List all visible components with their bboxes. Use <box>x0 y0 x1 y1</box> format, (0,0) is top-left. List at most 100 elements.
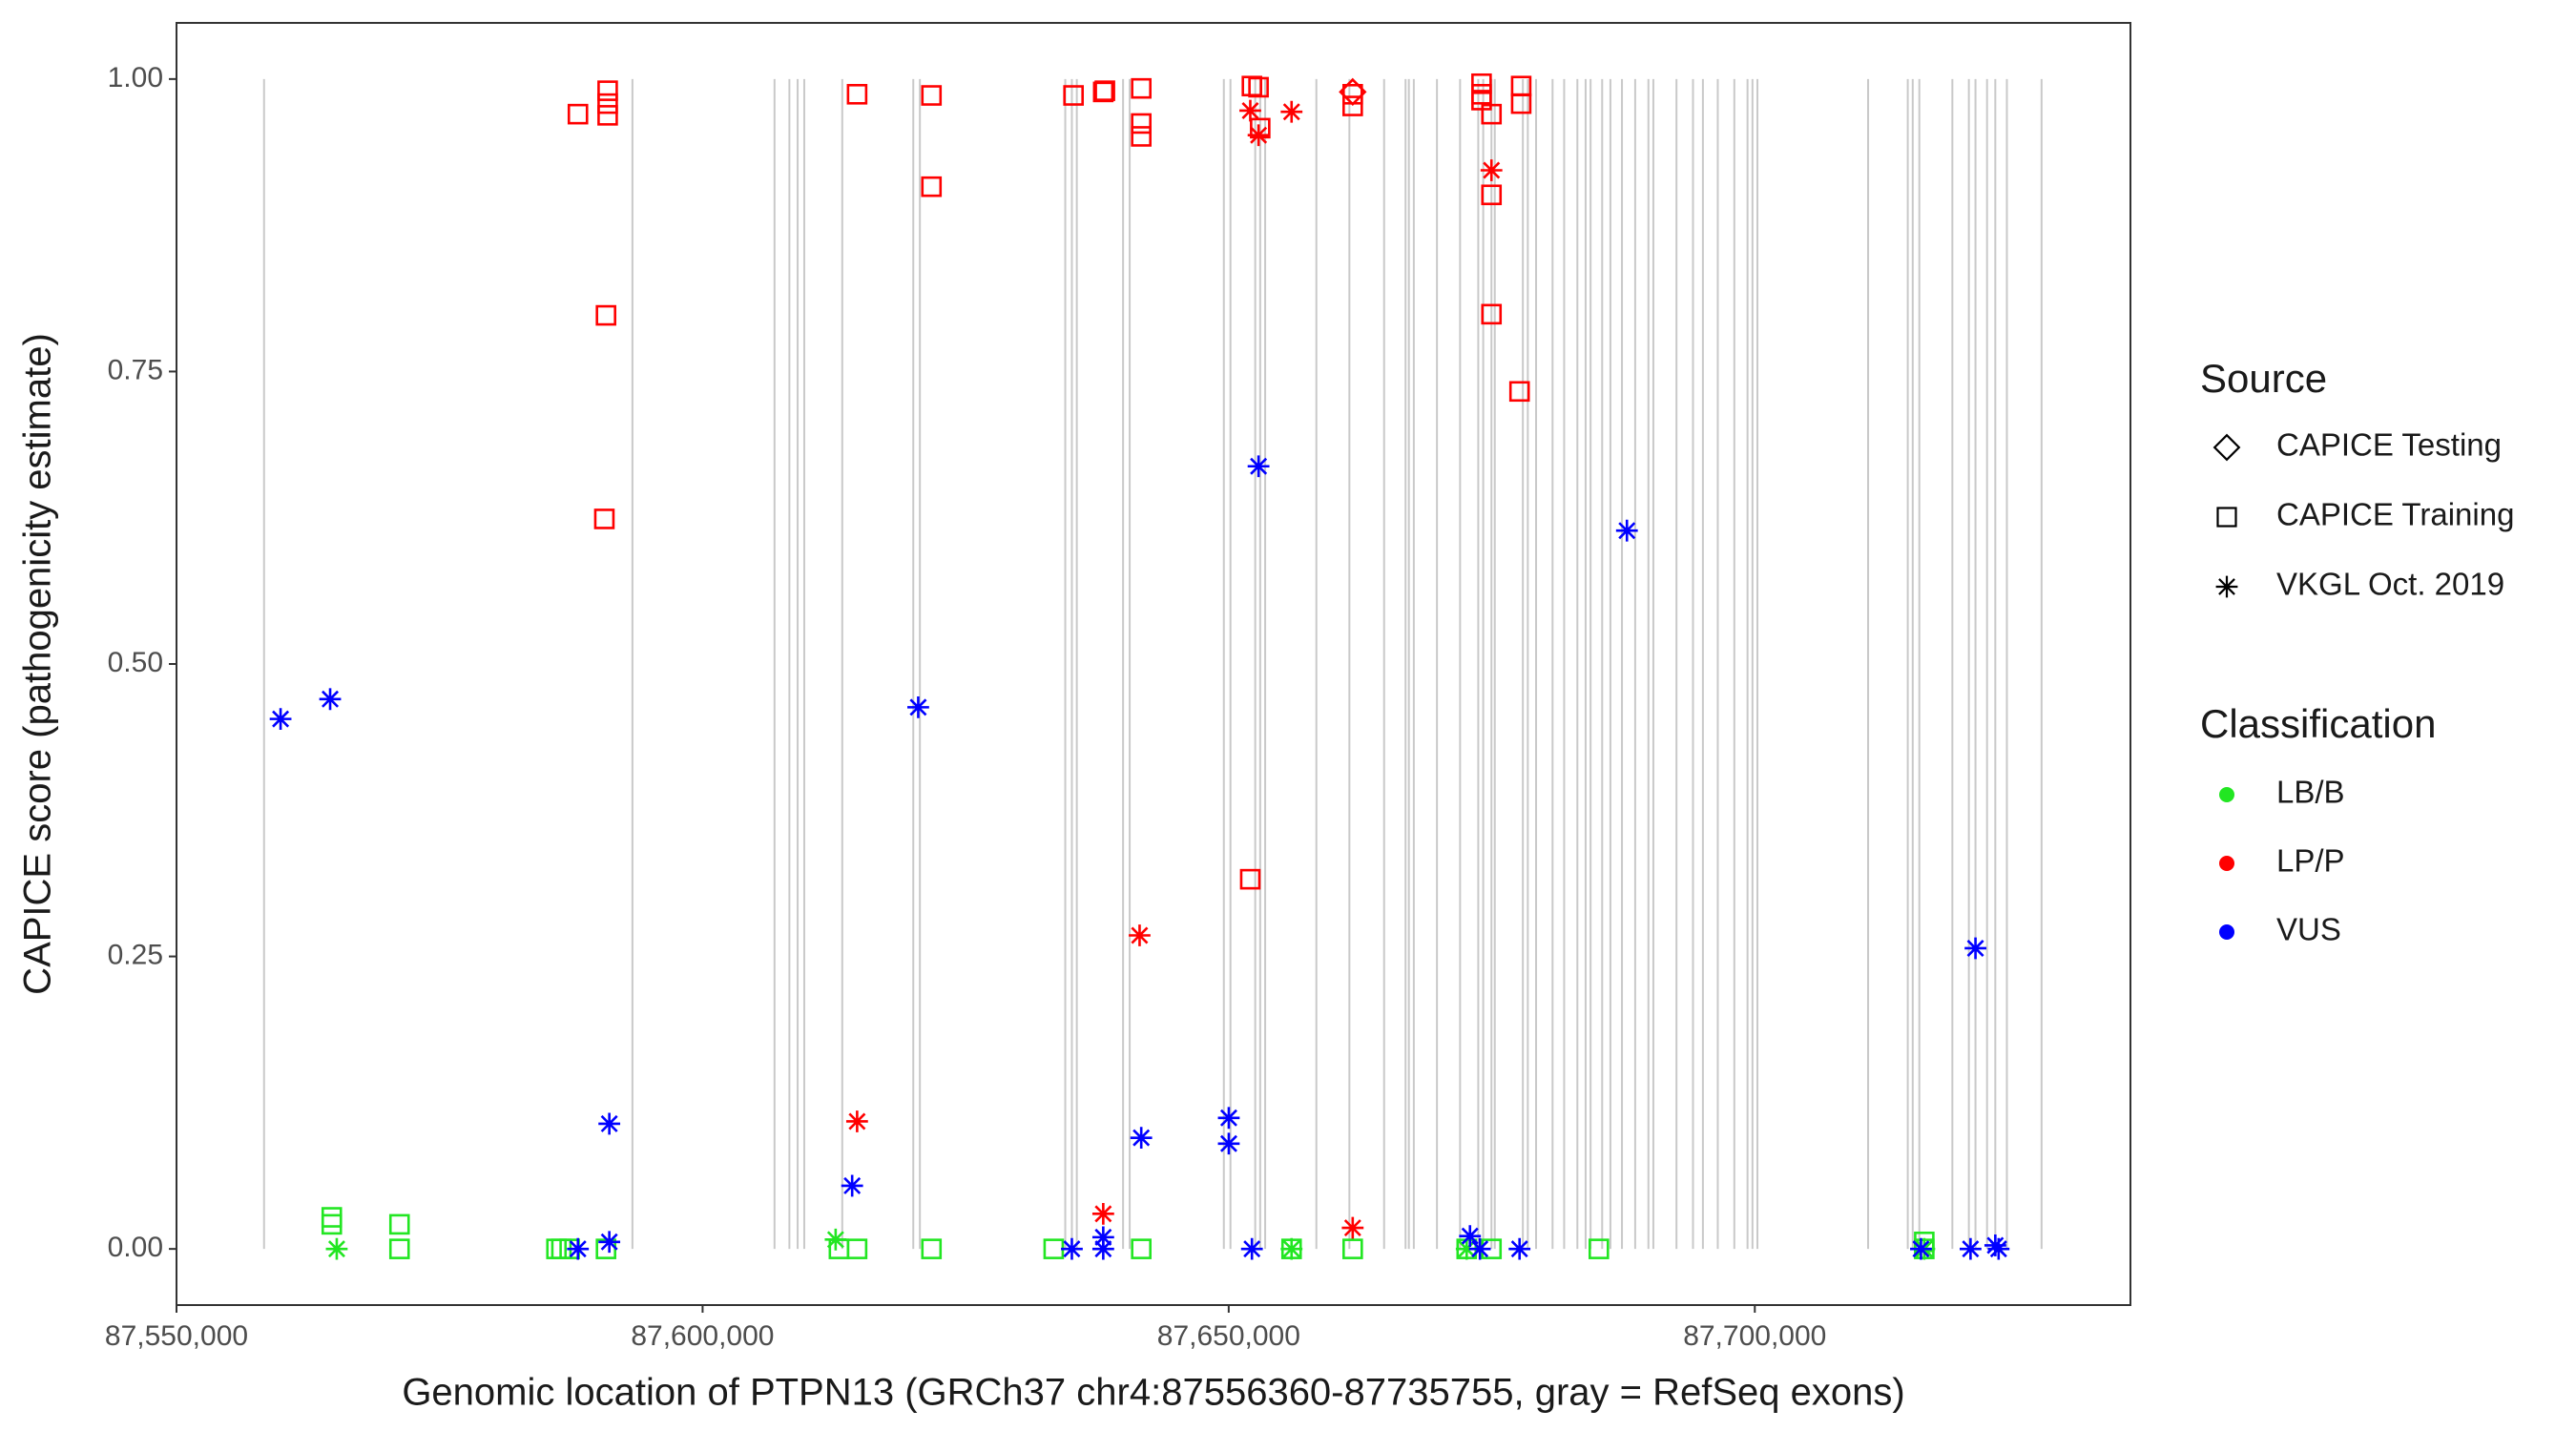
legend-title: Classification <box>2200 701 2436 746</box>
y-tick-label: 0.50 <box>108 647 163 678</box>
point-square <box>1241 75 1262 97</box>
legend-label: CAPICE Training <box>2276 497 2514 532</box>
legend-swatch <box>2219 787 2234 802</box>
point-asterisk <box>1280 100 1303 123</box>
point-asterisk <box>1910 1237 1932 1260</box>
point-square <box>846 84 868 105</box>
point-square <box>546 1238 568 1259</box>
point-asterisk <box>1459 1225 1482 1248</box>
legend-label: VKGL Oct. 2019 <box>2276 567 2504 602</box>
point-square <box>567 103 589 125</box>
point-asterisk <box>1091 1226 1114 1249</box>
y-axis-title: CAPICE score (pathogenicity estimate) <box>17 333 59 995</box>
point-asterisk <box>845 1110 868 1132</box>
point-asterisk <box>1280 1237 1303 1260</box>
point-asterisk <box>1964 937 1986 960</box>
point-asterisk <box>567 1237 590 1260</box>
point-square <box>921 176 943 197</box>
point-asterisk <box>269 708 292 731</box>
point-square <box>1481 184 1503 206</box>
point-square <box>1508 381 1530 403</box>
point-asterisk <box>1240 1237 1263 1260</box>
point-asterisk <box>824 1228 847 1251</box>
point-square <box>1589 1238 1610 1259</box>
point-asterisk <box>1217 1107 1240 1130</box>
point-asterisk <box>319 688 342 711</box>
point-square <box>1131 113 1152 135</box>
point-square <box>2216 507 2237 528</box>
point-square <box>321 1207 343 1228</box>
x-axis-title: Genomic location of PTPN13 (GRCh37 chr4:… <box>402 1372 1904 1414</box>
point-square <box>1131 126 1152 147</box>
plot-border <box>176 22 2131 1306</box>
x-tick-label: 87,600,000 <box>631 1320 774 1352</box>
point-asterisk <box>1217 1132 1240 1155</box>
point-asterisk <box>1247 455 1270 478</box>
point-square <box>1481 103 1503 125</box>
point-asterisk <box>1987 1237 2010 1260</box>
legend-label: VUS <box>2276 912 2341 947</box>
point-square <box>1043 1238 1065 1259</box>
point-square <box>388 1213 410 1235</box>
point-square <box>1248 76 1269 98</box>
point-square <box>1131 77 1152 99</box>
point-square <box>1131 1238 1152 1259</box>
point-square <box>1239 868 1261 890</box>
point-asterisk <box>325 1237 348 1260</box>
point-asterisk <box>1508 1237 1531 1260</box>
point-square <box>1471 73 1492 94</box>
point-asterisk <box>907 695 929 718</box>
point-asterisk <box>1130 1127 1153 1150</box>
point-asterisk <box>598 1112 621 1135</box>
point-asterisk <box>1341 1216 1364 1239</box>
point-diamond <box>2212 433 2241 462</box>
point-square <box>921 85 943 106</box>
point-square <box>1471 84 1492 105</box>
point-asterisk <box>1615 519 1638 542</box>
point-square <box>597 105 618 126</box>
x-tick-label: 87,700,000 <box>1683 1320 1826 1352</box>
point-square <box>1094 80 1115 101</box>
point-square <box>1481 303 1503 325</box>
point-square <box>1342 84 1363 105</box>
point-square <box>1510 93 1532 114</box>
point-square <box>595 304 616 326</box>
point-square <box>597 93 618 114</box>
legend-swatch <box>2219 856 2234 871</box>
point-asterisk <box>1455 1237 1478 1260</box>
legend-label: LP/P <box>2276 843 2345 879</box>
x-tick-label: 87,650,000 <box>1157 1320 1300 1352</box>
point-square <box>1342 95 1363 116</box>
legend-title: Source <box>2200 356 2327 401</box>
point-asterisk <box>1091 1237 1114 1260</box>
legend-label: CAPICE Testing <box>2276 427 2502 463</box>
point-asterisk <box>1239 99 1261 122</box>
point-asterisk <box>1468 1237 1491 1260</box>
y-tick-label: 0.25 <box>108 939 163 970</box>
y-tick-label: 1.00 <box>108 62 163 93</box>
point-diamond <box>1339 77 1367 107</box>
point-asterisk <box>2215 575 2238 598</box>
point-square <box>593 508 615 529</box>
x-tick-label: 87,550,000 <box>105 1320 248 1352</box>
point-square <box>1063 85 1084 106</box>
point-asterisk <box>1061 1237 1083 1260</box>
point-square <box>321 1213 343 1235</box>
legend-label: LB/B <box>2276 775 2345 810</box>
point-asterisk <box>1129 924 1151 946</box>
point-square <box>597 80 618 101</box>
point-asterisk <box>1091 1202 1114 1225</box>
point-asterisk <box>598 1231 621 1254</box>
point-asterisk <box>841 1174 863 1197</box>
legend-swatch <box>2219 924 2234 940</box>
point-square <box>921 1238 943 1259</box>
point-asterisk <box>1480 159 1503 181</box>
y-tick-label: 0.75 <box>108 354 163 385</box>
y-tick-label: 0.00 <box>108 1232 163 1263</box>
point-asterisk <box>1959 1237 1982 1260</box>
point-square <box>1342 1238 1363 1259</box>
point-asterisk <box>1247 124 1270 147</box>
point-square <box>846 1238 868 1259</box>
